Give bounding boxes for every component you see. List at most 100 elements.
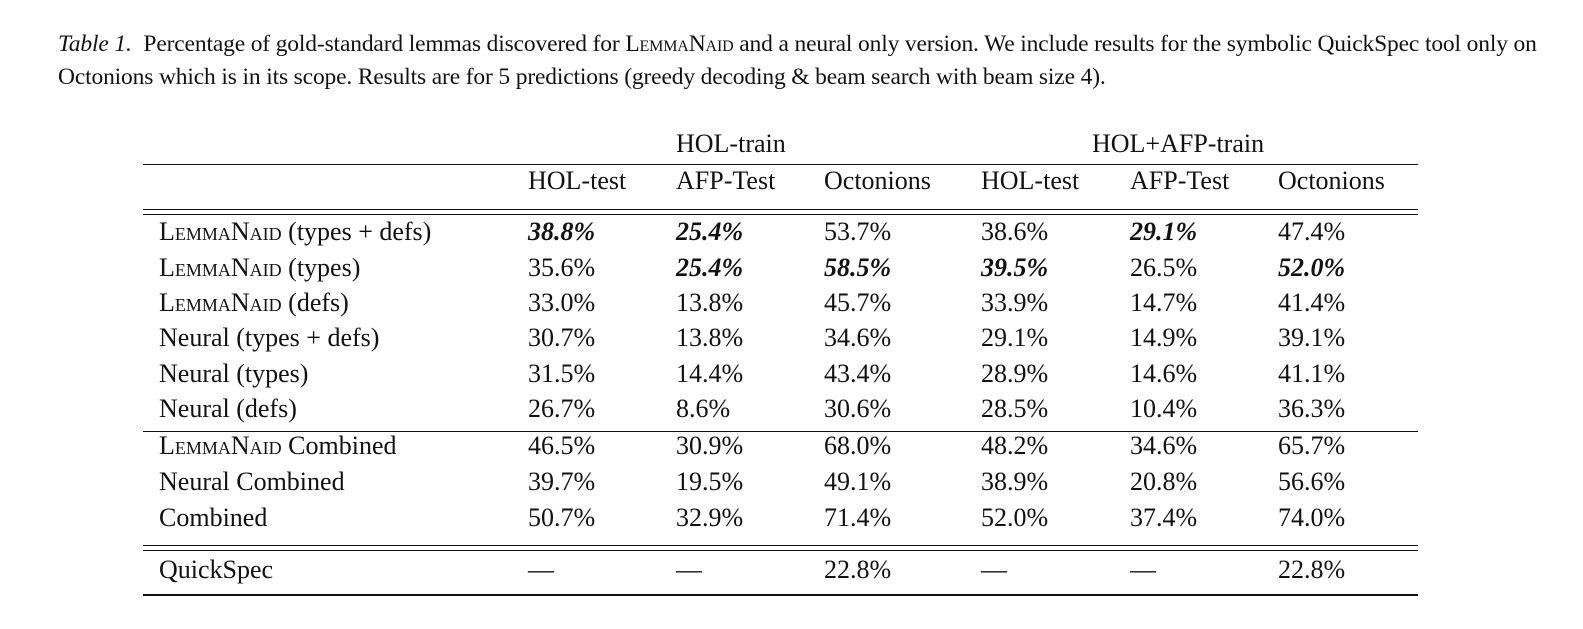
table-cell: 14.4% — [676, 359, 744, 388]
table-cell: 52.0% — [1278, 253, 1346, 282]
table-cell: 28.9% — [981, 359, 1049, 388]
table-cell: 13.8% — [676, 288, 744, 317]
column-header: AFP-Test — [676, 166, 776, 195]
table-cell: — — [981, 555, 1007, 584]
table-cell: 32.9% — [676, 503, 744, 532]
table-cell: 39.5% — [981, 253, 1049, 282]
table-cell: 26.7% — [528, 394, 596, 423]
table-row: Neural (types) 31.5% 14.4% 43.4% 28.9% 14.6% 4… — [0, 356, 1583, 392]
table-cell: 33.9% — [981, 288, 1049, 317]
table-row: LemmaNaid (types + defs) 38.8% 25.4% 53.7% 3… — [0, 214, 1583, 250]
quickspec-double-rule-top — [143, 545, 1418, 546]
table-cell: 34.6% — [1130, 431, 1198, 460]
row-label-text: Combined — [159, 503, 268, 532]
table-cell: 22.8% — [824, 555, 892, 584]
table-cell: 30.7% — [528, 323, 596, 352]
table-row: LemmaNaid (types) 35.6% 25.4% 58.5% 39.5% 26.… — [0, 250, 1583, 286]
row-label-system-name: LemmaNaid — [159, 217, 282, 246]
table-cell: 29.1% — [981, 323, 1049, 352]
table-cell: 35.6% — [528, 253, 596, 282]
column-header: AFP-Test — [1130, 166, 1230, 195]
header-double-rule-bottom — [143, 214, 1418, 215]
table-cell: — — [1130, 555, 1156, 584]
table-cell: 49.1% — [824, 467, 892, 496]
table-cell: 36.3% — [1278, 394, 1346, 423]
table-cell: 20.8% — [1130, 467, 1198, 496]
table-cell: 50.7% — [528, 503, 596, 532]
table-cell: 14.6% — [1130, 359, 1198, 388]
table-cell: 26.5% — [1130, 253, 1198, 282]
table-cell: 65.7% — [1278, 431, 1346, 460]
table-cell: 28.5% — [981, 394, 1049, 423]
table-row: LemmaNaid Combined 46.5% 30.9% 68.0% 48.2% 34… — [0, 428, 1583, 464]
table-cell: 38.6% — [981, 217, 1049, 246]
table-cell: 25.4% — [676, 253, 744, 282]
row-label-text: (defs) — [281, 288, 349, 317]
caption-system-name: LemmaNaid — [625, 31, 734, 57]
table-cell: 34.6% — [824, 323, 892, 352]
row-label: LemmaNaid (types + defs) — [159, 214, 431, 250]
column-header: HOL-test — [981, 166, 1080, 195]
table-cell: 13.8% — [676, 323, 744, 352]
table-cell: 74.0% — [1278, 503, 1346, 532]
table-cell: 47.4% — [1278, 217, 1346, 246]
table-cell: 30.9% — [676, 431, 744, 460]
caption-text-before: Percentage of gold-standard lemmas disco… — [143, 31, 620, 57]
table-cell: 29.1% — [1130, 217, 1198, 246]
row-label: LemmaNaid (types) — [159, 250, 360, 286]
row-label-system-name: LemmaNaid — [159, 288, 282, 317]
section-rule — [143, 431, 1418, 432]
table-cell: — — [528, 555, 554, 584]
header-rule — [143, 164, 1418, 165]
table-cell: 10.4% — [1130, 394, 1198, 423]
table-cell: 22.8% — [1278, 555, 1346, 584]
table-cell: 38.8% — [528, 217, 596, 246]
table-bottom-rule — [143, 594, 1418, 596]
table-cell: 8.6% — [676, 394, 731, 423]
table-cell: 25.4% — [676, 217, 744, 246]
table-cell: 14.7% — [1130, 288, 1198, 317]
table-cell: 58.5% — [824, 253, 892, 282]
column-header: HOL-test — [528, 166, 627, 195]
table-cell: 45.7% — [824, 288, 892, 317]
table-cell: 53.7% — [824, 217, 892, 246]
group-header-hol-afp-train: HOL+AFP-train — [1092, 129, 1265, 158]
row-label-text: Neural (types + defs) — [159, 323, 380, 352]
table-cell: 38.9% — [981, 467, 1049, 496]
row-label: Neural Combined — [159, 464, 345, 500]
row-label-text: Neural Combined — [159, 467, 345, 496]
table-cell: 43.4% — [824, 359, 892, 388]
table-cell: 48.2% — [981, 431, 1049, 460]
row-label-text: Combined — [281, 431, 397, 460]
table-cell: 30.6% — [824, 394, 892, 423]
row-label-text: Neural (types) — [159, 359, 309, 388]
quickspec-double-rule-bottom — [143, 550, 1418, 551]
table-cell: 41.1% — [1278, 359, 1346, 388]
row-label: Combined — [159, 500, 267, 536]
table-row: QuickSpec — — 22.8% — — 22.8% — [0, 552, 1583, 588]
row-label-text: (types) — [281, 253, 361, 282]
table-cell: 71.4% — [824, 503, 892, 532]
row-label-text: (types + defs) — [281, 217, 432, 246]
column-header: Octonions — [1278, 166, 1385, 195]
row-label: QuickSpec — [159, 552, 273, 588]
table-cell: 39.1% — [1278, 323, 1346, 352]
table-cell: 46.5% — [528, 431, 596, 460]
table-row: LemmaNaid (defs) 33.0% 13.8% 45.7% 33.9% 14.7… — [0, 285, 1583, 321]
table-cell: 39.7% — [528, 467, 596, 496]
row-label-text: Neural (defs) — [159, 394, 297, 423]
table-cell: — — [676, 555, 702, 584]
header-double-rule-top — [143, 209, 1418, 210]
table-cell: 41.4% — [1278, 288, 1346, 317]
column-header: Octonions — [824, 166, 931, 195]
row-label: Neural (types + defs) — [159, 320, 379, 356]
table-row: Neural (types + defs) 30.7% 13.8% 34.6% 29.1… — [0, 320, 1583, 356]
group-header-hol-train: HOL-train — [676, 129, 786, 158]
row-label-system-name: LemmaNaid — [159, 253, 282, 282]
table-row: Neural (defs) 26.7% 8.6% 30.6% 28.5% 10.4% 36.… — [0, 391, 1583, 427]
row-label: LemmaNaid Combined — [159, 428, 397, 464]
table-row: Combined 50.7% 32.9% 71.4% 52.0% 37.4% 74.0% — [0, 500, 1583, 536]
table-cell: 52.0% — [981, 503, 1049, 532]
caption-text-after: and a neural only version. We include re… — [58, 31, 1537, 90]
